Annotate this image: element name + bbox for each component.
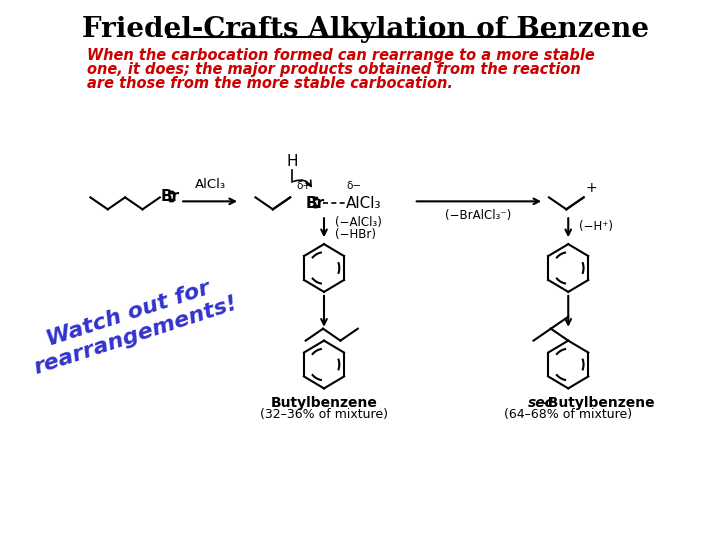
Text: H: H bbox=[287, 153, 298, 168]
Text: sec: sec bbox=[528, 396, 554, 410]
Text: Butylbenzene: Butylbenzene bbox=[271, 396, 377, 410]
Text: Friedel-Crafts Alkylation of Benzene: Friedel-Crafts Alkylation of Benzene bbox=[82, 16, 649, 43]
Text: Br: Br bbox=[306, 196, 325, 211]
Text: one, it does; the major products obtained from the reaction: one, it does; the major products obtaine… bbox=[87, 62, 581, 77]
Text: Watch out for
rearrangements!: Watch out for rearrangements! bbox=[24, 271, 240, 378]
Text: When the carbocation formed can rearrange to a more stable: When the carbocation formed can rearrang… bbox=[87, 48, 595, 63]
Text: (32–36% of mixture): (32–36% of mixture) bbox=[260, 408, 388, 421]
Text: Br: Br bbox=[161, 189, 180, 204]
Text: (−BrAlCl₃⁻): (−BrAlCl₃⁻) bbox=[446, 210, 512, 222]
Text: -Butylbenzene: -Butylbenzene bbox=[542, 396, 654, 410]
Text: AlCl₃: AlCl₃ bbox=[194, 178, 225, 191]
Text: are those from the more stable carbocation.: are those from the more stable carbocati… bbox=[87, 76, 454, 91]
Text: δ+: δ+ bbox=[296, 181, 311, 191]
Text: (−H⁺): (−H⁺) bbox=[579, 220, 613, 233]
Text: +: + bbox=[585, 181, 598, 195]
Text: (64–68% of mixture): (64–68% of mixture) bbox=[504, 408, 632, 421]
Text: (−HBr): (−HBr) bbox=[335, 228, 376, 241]
Text: δ−: δ− bbox=[346, 181, 361, 191]
Text: AlCl₃: AlCl₃ bbox=[346, 196, 382, 211]
Text: (−AlCl₃): (−AlCl₃) bbox=[335, 216, 382, 229]
